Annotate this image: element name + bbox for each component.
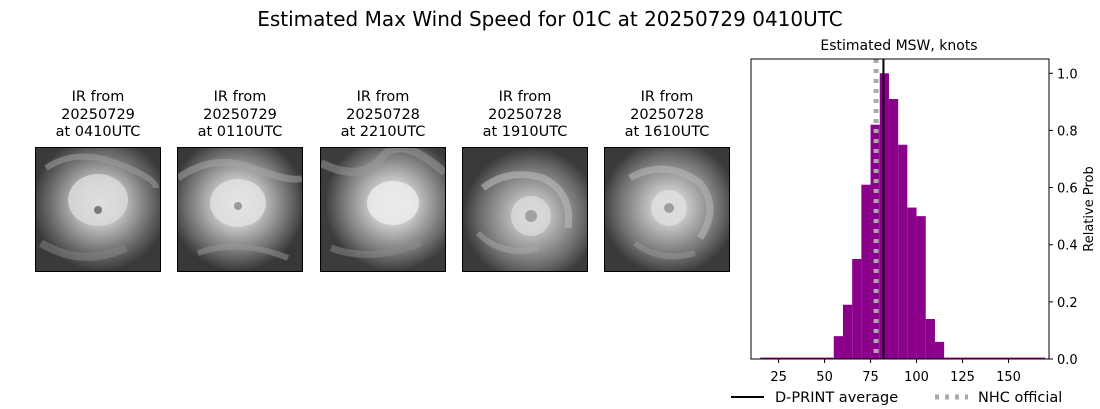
histogram-bar [1008,357,1018,359]
ir-panel-5: IR from 20250728 at 1610UTC [604,89,730,272]
x-tick-label: 50 [816,370,833,385]
histogram-bar [1036,357,1046,359]
histogram-bar [787,357,797,359]
x-tick-label: 150 [996,370,1021,385]
ir-satellite-image [462,147,588,272]
x-tick-label: 25 [770,370,787,385]
ir-panel-caption: IR from 20250728 at 1910UTC [482,89,568,140]
y-tick-label: 0.2 [1057,296,1078,311]
chart-title: Estimated MSW, knots [820,38,977,54]
histogram-bar [861,184,871,359]
histogram-bar [925,319,935,359]
y-tick-label: 0.4 [1057,239,1078,254]
y-tick-label: 0.0 [1057,353,1078,368]
histogram-bar [934,341,945,359]
histogram-bar [842,304,853,359]
legend-dprint-label: D-PRINT average [775,390,898,406]
histogram-bar [796,357,807,359]
histogram-bar [833,336,843,359]
histogram-bar [778,357,788,359]
histogram-bar [944,357,954,359]
histogram-bar [898,144,908,359]
histogram-bar [953,357,963,359]
ir-panel-3: IR from 20250728 at 2210UTC [320,89,446,272]
histogram-bar [852,259,862,359]
ir-panel-2: IR from 20250729 at 0110UTC [177,89,303,272]
x-tick-label: 75 [862,370,879,385]
y-tick-label: 1.0 [1057,67,1078,82]
histogram-bar [1026,357,1037,359]
ir-panel-caption: IR from 20250728 at 1610UTC [624,89,710,140]
y-axis-label: Relative Prob [1082,166,1097,251]
histogram-bar [990,357,1000,359]
histogram-bar [769,357,779,359]
ir-satellite-image [35,147,161,272]
y-tick-label: 0.8 [1057,124,1078,139]
histogram-bar [815,357,825,359]
ir-satellite-image [320,147,446,272]
plot-frame [750,58,1050,360]
ir-satellite-image [604,147,730,272]
histogram-bar [971,357,981,359]
histogram-bar [1017,357,1027,359]
x-tick-label: 125 [950,370,975,385]
ir-satellite-image [177,147,303,272]
histogram-bar [980,357,991,359]
histogram-bar [907,207,917,359]
y-tick-label: 0.6 [1057,182,1078,197]
legend-nhc-label: NHC official [978,390,1062,406]
x-tick-label: 100 [904,370,929,385]
histogram-bar [806,357,816,359]
histogram-bar [999,357,1009,359]
histogram-bar [824,357,834,359]
histogram-bar [760,357,770,359]
ir-panel-4: IR from 20250728 at 1910UTC [462,89,588,272]
ir-panel-caption: IR from 20250729 at 0410UTC [55,89,141,140]
histogram-bar [888,99,899,359]
figure-title: Estimated Max Wind Speed for 01C at 2025… [257,7,843,31]
ir-panel-1: IR from 20250729 at 0410UTC [35,89,161,272]
ir-panel-caption: IR from 20250728 at 2210UTC [340,89,426,140]
histogram-bar [962,357,972,359]
ir-panel-caption: IR from 20250729 at 0110UTC [197,89,283,140]
histogram-bar [916,216,926,359]
